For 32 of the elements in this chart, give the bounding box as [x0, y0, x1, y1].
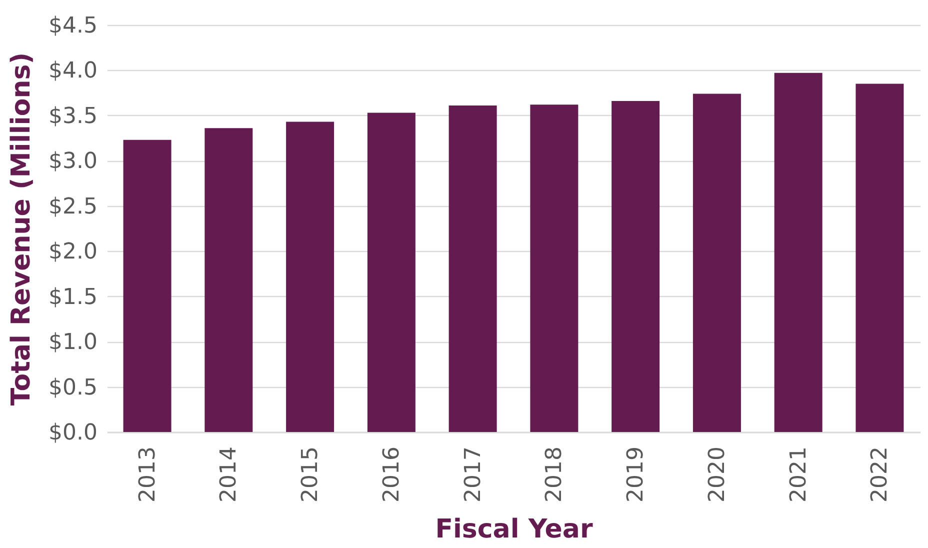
y-tick-label: $2.0	[48, 240, 98, 265]
y-tick-label: $0.0	[48, 420, 98, 446]
y-tick-label: $2.5	[48, 194, 98, 220]
x-tick-label: 2015	[298, 446, 324, 502]
y-tick-label: $3.0	[48, 149, 98, 174]
x-axis-title: Fiscal Year	[435, 514, 593, 544]
x-tick-label: 2018	[542, 446, 568, 502]
y-axis-title: Total Revenue (Millions)	[6, 52, 37, 406]
x-tick-label: 2022	[868, 446, 893, 502]
y-tick-label: $1.0	[48, 330, 98, 356]
y-tick-label: $3.5	[48, 104, 98, 129]
x-tick-label: 2016	[379, 446, 404, 502]
x-tick-label: 2013	[135, 446, 160, 502]
y-tick-label: $1.5	[48, 284, 98, 310]
bar	[367, 112, 416, 432]
x-tick-label: 2017	[460, 446, 486, 502]
x-tick-label: 2021	[786, 446, 812, 502]
bar	[774, 72, 822, 432]
y-tick-label: $0.5	[48, 375, 98, 400]
bar	[448, 105, 497, 432]
x-tick-label: 2014	[216, 446, 242, 502]
bar	[612, 100, 660, 432]
bar	[856, 84, 904, 432]
y-tick-label: $4.0	[48, 58, 98, 84]
bar	[286, 122, 334, 432]
x-tick-label: 2019	[624, 446, 649, 502]
bar	[123, 140, 172, 432]
bar	[692, 94, 741, 432]
x-tick-label: 2020	[704, 446, 730, 502]
bar	[530, 104, 578, 432]
bar	[204, 128, 253, 432]
y-tick-label: $4.5	[48, 14, 98, 38]
